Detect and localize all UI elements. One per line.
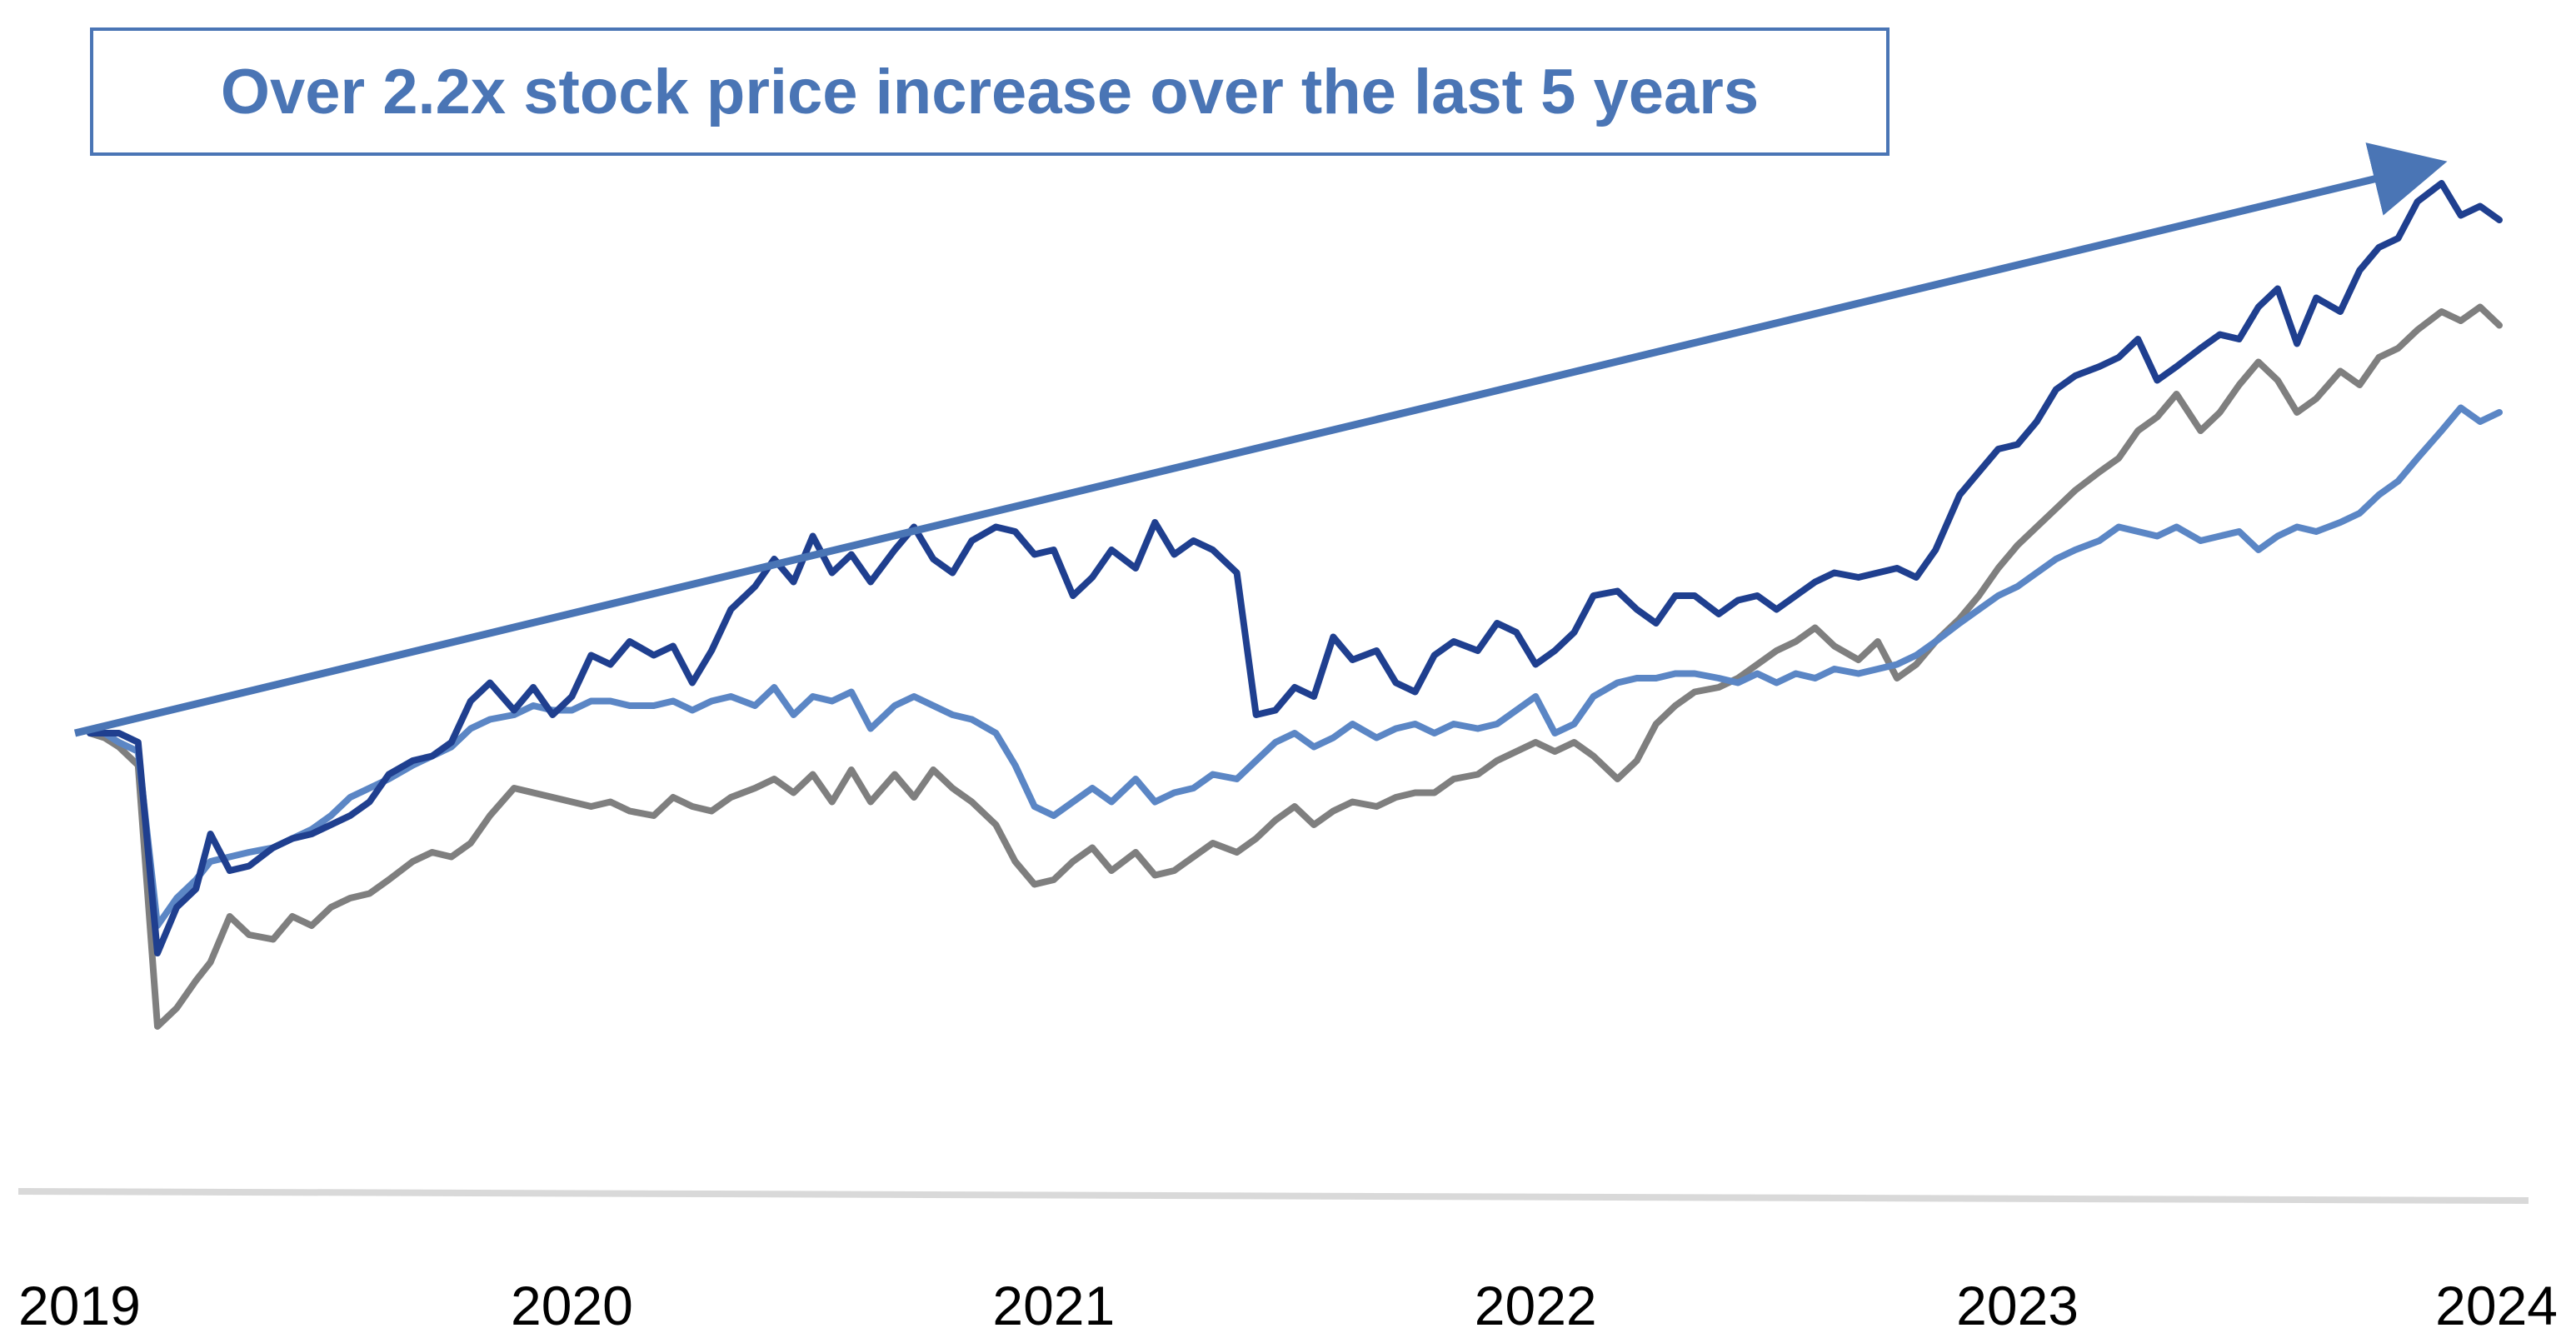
series-line-index-b-gray <box>87 303 2503 1030</box>
x-tick-label-2022: 2022 <box>1475 1275 1597 1336</box>
x-tick-label-2023: 2023 <box>1956 1275 2079 1336</box>
callout-text: Over 2.2x stock price increase over the … <box>220 56 1760 127</box>
series-line-company-stock-dark-blue <box>87 180 2503 956</box>
trend-arrow <box>73 142 2448 737</box>
x-tick-label-2024: 2024 <box>2435 1275 2558 1336</box>
callout-box: Over 2.2x stock price increase over the … <box>90 27 1890 156</box>
x-axis-baseline <box>17 1188 2529 1204</box>
x-axis-ticks: 2019 2020 2021 2022 2023 2024 <box>18 1275 2558 1336</box>
x-tick-label-2021: 2021 <box>992 1275 1115 1336</box>
series-layer <box>87 180 2503 1030</box>
series-line-index-a-light-blue <box>87 404 2503 929</box>
x-tick-label-2019: 2019 <box>18 1275 141 1336</box>
x-tick-label-2020: 2020 <box>511 1275 633 1336</box>
